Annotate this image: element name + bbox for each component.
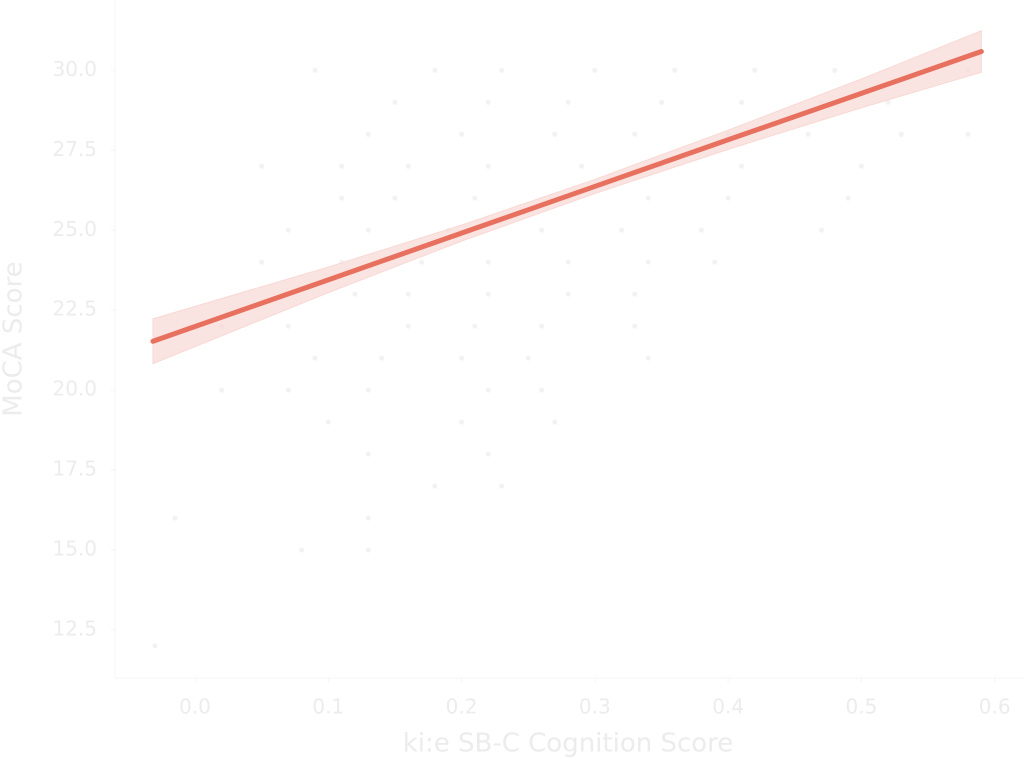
x-tick-label: 0.4 bbox=[712, 695, 744, 719]
y-tick-label: 25.0 bbox=[52, 217, 97, 241]
scatter-point bbox=[552, 419, 558, 425]
scatter-point bbox=[299, 547, 305, 553]
scatter-point bbox=[499, 67, 505, 73]
y-tick-label: 27.5 bbox=[52, 137, 97, 161]
scatter-point bbox=[499, 483, 505, 489]
scatter-point bbox=[365, 515, 371, 521]
scatter-point bbox=[645, 355, 651, 361]
scatter-point bbox=[405, 291, 411, 297]
scatter-point bbox=[172, 515, 178, 521]
scatter-point bbox=[832, 67, 838, 73]
scatter-point bbox=[432, 483, 438, 489]
scatter-point bbox=[312, 355, 318, 361]
scatter-point bbox=[672, 67, 678, 73]
scatter-point bbox=[845, 195, 851, 201]
scatter-point bbox=[885, 99, 891, 105]
scatter-point bbox=[285, 227, 291, 233]
scatter-point bbox=[645, 259, 651, 265]
scatter-point bbox=[552, 131, 558, 137]
scatter-point bbox=[738, 99, 744, 105]
scatter-point bbox=[405, 323, 411, 329]
scatter-point bbox=[539, 387, 545, 393]
scatter-point bbox=[738, 163, 744, 169]
scatter-point bbox=[565, 99, 571, 105]
scatter-point bbox=[485, 99, 491, 105]
regression-line bbox=[150, 48, 984, 344]
y-axis-label: MoCA Score bbox=[0, 261, 29, 416]
scatter-point bbox=[565, 291, 571, 297]
scatter-point bbox=[632, 291, 638, 297]
y-tick-label: 22.5 bbox=[52, 297, 97, 321]
scatter-point bbox=[365, 387, 371, 393]
x-tick-label: 0.0 bbox=[179, 695, 211, 719]
x-tick-label: 0.1 bbox=[312, 695, 344, 719]
scatter-point bbox=[539, 323, 545, 329]
scatter-point bbox=[725, 195, 731, 201]
scatter-point bbox=[365, 227, 371, 233]
x-tick-label: 0.3 bbox=[579, 695, 611, 719]
scatter-point bbox=[459, 131, 465, 137]
scatter-point bbox=[592, 67, 598, 73]
scatter-point bbox=[618, 227, 624, 233]
scatter-point bbox=[325, 419, 331, 425]
scatter-point bbox=[472, 323, 478, 329]
scatter-point bbox=[259, 163, 265, 169]
scatter-point bbox=[539, 227, 545, 233]
scatter-point bbox=[632, 323, 638, 329]
scatter-point bbox=[645, 195, 651, 201]
scatter-point bbox=[485, 387, 491, 393]
scatter-point bbox=[712, 259, 718, 265]
scatter-point bbox=[898, 131, 904, 137]
scatter-point bbox=[459, 355, 465, 361]
scatter-point bbox=[379, 355, 385, 361]
scatter-point bbox=[805, 131, 811, 137]
scatter-point bbox=[485, 291, 491, 297]
scatter-point bbox=[965, 131, 971, 137]
scatter-point bbox=[392, 99, 398, 105]
x-tick-label: 0.2 bbox=[446, 695, 478, 719]
scatter-point bbox=[285, 387, 291, 393]
scatter-point bbox=[339, 195, 345, 201]
x-axis-label: ki:e SB-C Cognition Score bbox=[403, 729, 734, 759]
x-tick-label: 0.6 bbox=[979, 695, 1011, 719]
scatter-point bbox=[858, 163, 864, 169]
scatter-point bbox=[312, 67, 318, 73]
scatter-point bbox=[698, 227, 704, 233]
scatter-point bbox=[485, 163, 491, 169]
y-tick-label: 15.0 bbox=[52, 537, 97, 561]
y-tick-label: 30.0 bbox=[52, 57, 97, 81]
scatter-point bbox=[259, 259, 265, 265]
scatter-point bbox=[365, 451, 371, 457]
scatter-point bbox=[352, 291, 358, 297]
y-tick-label: 20.0 bbox=[52, 377, 97, 401]
scatter-point bbox=[565, 259, 571, 265]
scatter-point bbox=[339, 163, 345, 169]
scatter-point bbox=[485, 259, 491, 265]
scatter-point bbox=[405, 163, 411, 169]
scatter-point bbox=[365, 547, 371, 553]
x-tick-label: 0.5 bbox=[845, 695, 877, 719]
scatter-point bbox=[485, 451, 491, 457]
scatter-point bbox=[285, 323, 291, 329]
scatter-point bbox=[752, 67, 758, 73]
y-tick-label: 12.5 bbox=[52, 617, 97, 641]
scatter-point bbox=[818, 227, 824, 233]
scatter-point bbox=[472, 195, 478, 201]
scatter-point bbox=[578, 163, 584, 169]
scatter-point bbox=[219, 387, 225, 393]
scatter-point bbox=[419, 259, 425, 265]
scatter-point bbox=[432, 67, 438, 73]
scatter-point bbox=[658, 99, 664, 105]
scatter-point bbox=[525, 355, 531, 361]
scatter-point bbox=[459, 419, 465, 425]
scatter-point bbox=[392, 195, 398, 201]
scatter-point bbox=[365, 131, 371, 137]
y-tick-label: 17.5 bbox=[52, 457, 97, 481]
scatter-point bbox=[152, 643, 158, 649]
scatter-point bbox=[632, 131, 638, 137]
